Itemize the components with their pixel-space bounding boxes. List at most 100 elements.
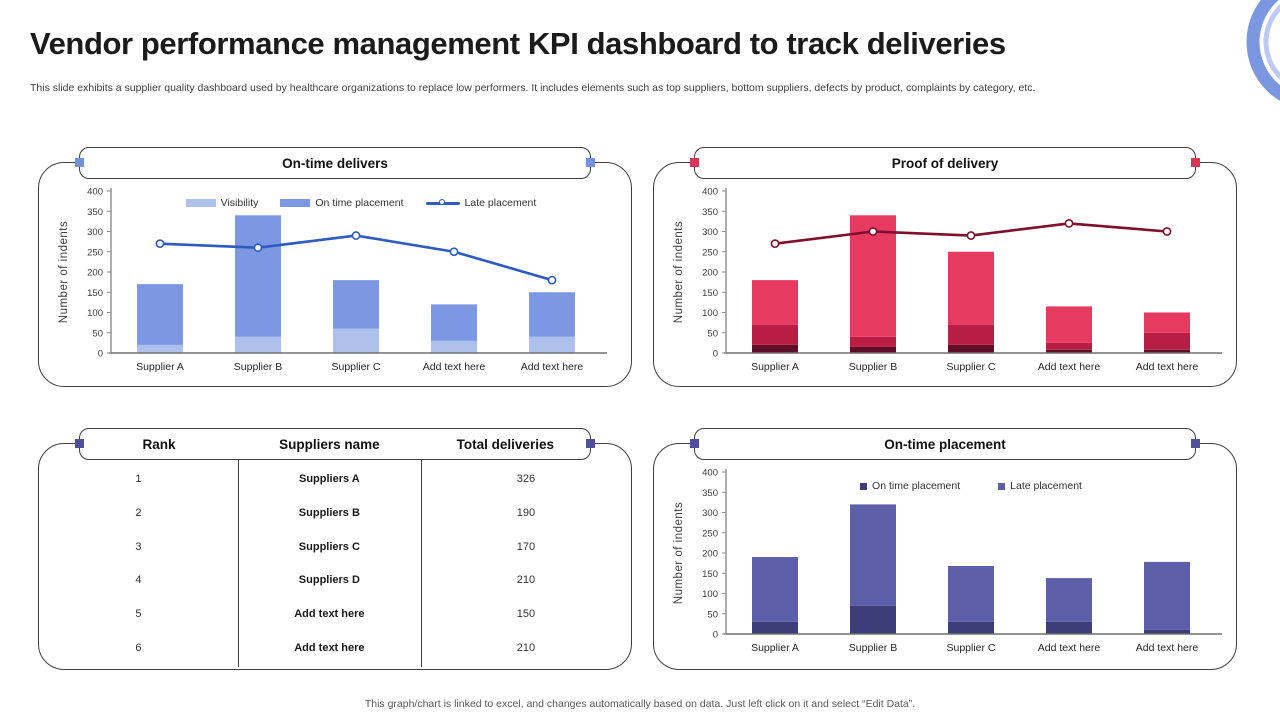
svg-text:0: 0 [713, 630, 718, 641]
svg-text:400: 400 [87, 187, 103, 198]
svg-text:Number of indents: Number of indents [673, 221, 685, 323]
svg-text:300: 300 [702, 508, 718, 519]
on-time-placement-svg: 0 50 100 150 200 250 300 350 400 Supplier A Suppli… [673, 468, 1222, 654]
cell-value: 210 [516, 574, 536, 587]
footer-note: This graph/chart is linked to excel, and… [364, 698, 916, 710]
svg-text:250: 250 [702, 528, 718, 539]
legend-label: On time placement [872, 480, 961, 492]
panel-proof-of-delivery: Proof of delivery 0 50 100 150 200 250 300 350 4… [653, 147, 1237, 387]
svg-text:200: 200 [702, 549, 718, 560]
svg-text:Supplier B: Supplier B [234, 361, 282, 373]
connector-square [75, 158, 84, 167]
legend-item: Visibility [185, 197, 259, 209]
svg-text:350: 350 [702, 488, 718, 499]
cell-value: 210 [516, 642, 536, 655]
svg-text:100: 100 [702, 308, 718, 319]
cell-name: Suppliers A [299, 472, 360, 485]
column-header-suppliers-name: Suppliers name [279, 436, 380, 452]
legend-label: Late placement [1010, 480, 1082, 492]
cell-name: Suppliers D [298, 574, 360, 587]
svg-text:100: 100 [702, 589, 718, 600]
panel-on-time-delivers: On-time delivers 0 50 100 150 200 250 300 350 40… [38, 147, 632, 387]
on-time-placement-chart[interactable]: 0 50 100 150 200 250 300 350 400 Supplier A Suppli… [654, 444, 1236, 669]
svg-text:200: 200 [87, 268, 103, 279]
cell-rank: 4 [135, 574, 142, 587]
svg-text:Supplier A: Supplier A [751, 642, 799, 654]
svg-text:250: 250 [702, 247, 718, 258]
chart-legend: On time placement Late placement [714, 480, 1228, 492]
legend-swatch-icon [280, 199, 311, 207]
svg-text:Supplier C: Supplier C [946, 361, 995, 373]
legend-label: Visibility [220, 197, 259, 209]
legend-item: Late placement [425, 197, 537, 209]
svg-text:400: 400 [702, 187, 718, 198]
svg-text:50: 50 [707, 328, 718, 339]
svg-text:Supplier A: Supplier A [136, 361, 184, 373]
svg-text:Supplier B: Supplier B [849, 361, 897, 373]
connector-square [1191, 158, 1200, 167]
svg-text:Add text here: Add text here [1038, 642, 1101, 654]
svg-text:350: 350 [702, 207, 718, 218]
svg-text:150: 150 [702, 569, 718, 580]
legend-swatch-icon [185, 199, 216, 207]
table-header: Rank Suppliers name Total deliveries [79, 428, 591, 460]
supplier-ranking-table[interactable]: 1 Suppliers A 326 2 Suppliers B 190 3 Suppliers… [39, 444, 631, 669]
svg-text:300: 300 [702, 227, 718, 238]
cell-rank: 2 [135, 506, 142, 519]
table-row: 2 Suppliers B 190 [39, 496, 631, 530]
legend-item: Late placement [998, 480, 1082, 492]
table-row: 3 Suppliers C 170 [39, 530, 631, 564]
connector-square [690, 158, 699, 167]
svg-text:Add text here: Add text here [1136, 642, 1199, 654]
slide-subtitle: This slide exhibits a supplier quality d… [30, 82, 1036, 94]
cell-rank: 3 [135, 540, 142, 553]
panel-on-time-placement: On-time placement 0 50 100 150 200 250 300 350 4… [653, 428, 1237, 670]
legend-item: On time placement [860, 480, 960, 492]
svg-text:Supplier B: Supplier B [849, 642, 897, 654]
cell-name: Suppliers C [298, 540, 360, 553]
svg-text:100: 100 [87, 308, 103, 319]
on-time-delivers-chart[interactable]: 0 50 100 150 200 250 300 350 400 Supplier A Suppli… [39, 163, 631, 386]
table-column-divider [237, 460, 240, 667]
svg-text:150: 150 [702, 288, 718, 299]
cell-name: Add text here [294, 608, 365, 621]
on-time-delivers-svg: 0 50 100 150 200 250 300 350 400 Supplier A Suppli… [58, 187, 607, 373]
cell-rank: 5 [135, 608, 142, 621]
ring-decoration-icon [1246, 0, 1280, 101]
cell-rank: 6 [135, 642, 142, 655]
svg-text:Supplier A: Supplier A [751, 361, 799, 373]
table-column-divider [420, 460, 423, 667]
svg-text:Add text here: Add text here [1038, 361, 1101, 373]
svg-text:Supplier C: Supplier C [331, 361, 380, 373]
svg-text:Add text here: Add text here [1136, 361, 1199, 373]
legend-swatch-icon [998, 482, 1006, 490]
svg-text:50: 50 [92, 328, 103, 339]
svg-text:50: 50 [707, 609, 718, 620]
svg-text:Number of indents: Number of indents [58, 221, 70, 323]
legend-item: On time placement [280, 197, 404, 209]
connector-square [1191, 439, 1200, 448]
svg-text:150: 150 [87, 288, 103, 299]
column-header-total-deliveries: Total deliveries [456, 436, 554, 452]
panel-supplier-ranking: Rank Suppliers name Total deliveries 1 Su… [38, 428, 632, 670]
cell-value: 150 [516, 608, 536, 621]
svg-text:350: 350 [87, 207, 103, 218]
cell-value: 190 [516, 506, 536, 519]
chart-title: On-time delivers [79, 147, 591, 179]
svg-text:Add text here: Add text here [521, 361, 584, 373]
svg-text:Add text here: Add text here [423, 361, 486, 373]
proof-of-delivery-chart[interactable]: 0 50 100 150 200 250 300 350 400 Supplier A Suppli… [654, 163, 1236, 386]
table-row: 5 Add text here 150 [39, 597, 631, 631]
proof-of-delivery-svg: 0 50 100 150 200 250 300 350 400 Supplier A Suppli… [673, 187, 1222, 373]
table-row: 1 Suppliers A 326 [39, 462, 631, 496]
connector-square [690, 439, 699, 448]
cell-name: Suppliers B [298, 506, 360, 519]
svg-text:250: 250 [87, 247, 103, 258]
legend-label: Late placement [464, 197, 537, 209]
legend-swatch-icon [860, 482, 868, 490]
svg-text:0: 0 [98, 349, 103, 360]
connector-square [586, 158, 595, 167]
cell-value: 170 [516, 540, 536, 553]
legend-label: On time placement [315, 197, 404, 209]
